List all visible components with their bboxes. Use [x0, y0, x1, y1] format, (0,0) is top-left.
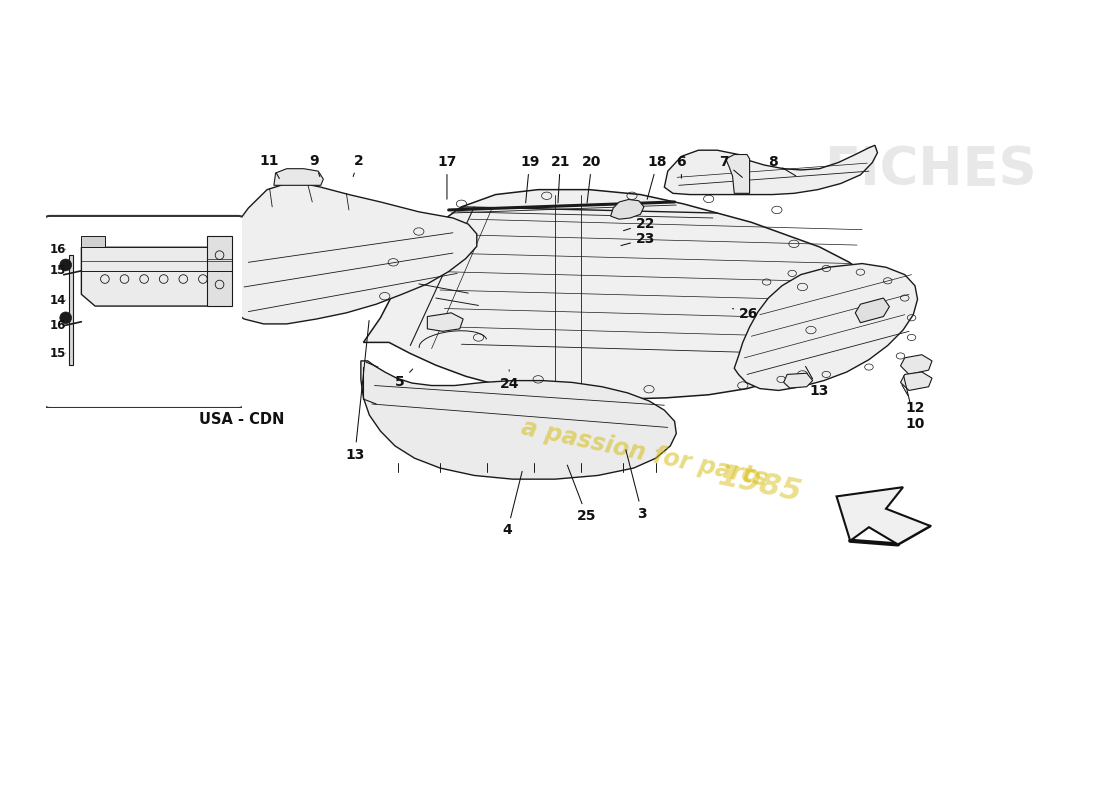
Text: 3: 3	[626, 450, 647, 521]
Text: 5: 5	[395, 369, 412, 390]
Text: FICHES: FICHES	[824, 144, 1036, 196]
Polygon shape	[222, 183, 476, 324]
Polygon shape	[664, 146, 878, 194]
Text: 14: 14	[51, 294, 66, 306]
Text: 16: 16	[51, 242, 66, 256]
Text: 1985: 1985	[715, 461, 804, 507]
FancyBboxPatch shape	[42, 216, 246, 408]
Text: 22: 22	[624, 217, 656, 230]
Polygon shape	[856, 298, 890, 322]
Polygon shape	[81, 235, 104, 247]
Text: 4: 4	[503, 471, 522, 538]
Polygon shape	[81, 247, 232, 306]
Polygon shape	[274, 169, 323, 186]
Text: 17: 17	[438, 155, 456, 199]
Polygon shape	[726, 154, 749, 194]
Text: 21: 21	[551, 155, 570, 203]
Text: 20: 20	[582, 155, 602, 203]
Text: 19: 19	[520, 155, 539, 203]
Text: 13: 13	[345, 321, 370, 462]
Text: 6: 6	[676, 155, 686, 178]
Circle shape	[59, 259, 72, 270]
Polygon shape	[610, 199, 643, 219]
Text: 16: 16	[51, 319, 66, 332]
Text: 15: 15	[51, 264, 66, 278]
Text: 7: 7	[719, 155, 742, 178]
Polygon shape	[207, 235, 232, 306]
Polygon shape	[735, 263, 917, 390]
Text: 11: 11	[260, 154, 279, 178]
Polygon shape	[361, 361, 676, 479]
Text: a passion for parts: a passion for parts	[519, 415, 770, 491]
Text: 13: 13	[805, 366, 829, 398]
Text: 23: 23	[621, 232, 656, 246]
Text: 12: 12	[902, 385, 925, 414]
Text: 24: 24	[499, 370, 519, 390]
Polygon shape	[427, 313, 463, 331]
Text: 2: 2	[353, 154, 363, 177]
Text: 25: 25	[568, 465, 596, 523]
Text: 15: 15	[51, 346, 66, 360]
Text: 10: 10	[904, 376, 925, 430]
Polygon shape	[836, 487, 931, 545]
Text: 9: 9	[309, 154, 320, 177]
Circle shape	[59, 312, 72, 324]
Polygon shape	[901, 354, 932, 374]
Text: 18: 18	[647, 155, 668, 199]
Text: 8: 8	[768, 155, 795, 176]
Polygon shape	[68, 255, 73, 365]
Polygon shape	[363, 190, 879, 399]
Polygon shape	[783, 373, 813, 388]
Text: USA - CDN: USA - CDN	[199, 412, 284, 427]
Polygon shape	[901, 372, 932, 390]
Text: 26: 26	[733, 307, 758, 321]
